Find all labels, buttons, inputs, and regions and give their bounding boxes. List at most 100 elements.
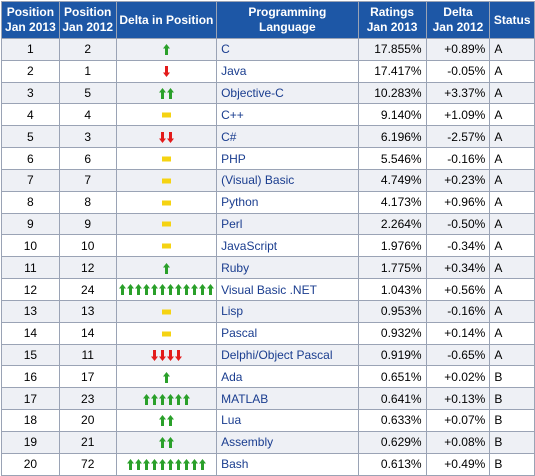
trend-indicator — [158, 127, 174, 147]
language-link[interactable]: Delphi/Object Pascal — [221, 348, 333, 362]
language-cell[interactable]: Lisp — [216, 299, 359, 323]
delta-cell: -2.57% — [425, 125, 491, 149]
green-up-arrow-icon — [118, 284, 126, 296]
language-link[interactable]: Java — [221, 64, 247, 79]
green-up-arrow-icon — [206, 284, 214, 296]
language-link[interactable]: Lisp — [221, 304, 244, 319]
green-up-arrow-icon — [150, 284, 158, 296]
trend-indicator — [161, 214, 171, 234]
header-delta[interactable]: Delta Jan 2012 — [425, 1, 491, 39]
position-2013-cell: 6 — [1, 147, 60, 170]
language-link[interactable]: (Visual) Basic — [221, 173, 295, 188]
green-up-arrow-icon — [166, 459, 174, 471]
language-cell[interactable]: PHP — [216, 147, 359, 170]
language-link[interactable]: C# — [221, 129, 237, 144]
trend-indicator — [161, 193, 171, 213]
rating-cell: 0.641% — [357, 387, 427, 411]
language-cell[interactable]: MATLAB — [216, 387, 359, 411]
language-link[interactable]: Python — [221, 195, 259, 210]
green-up-arrow-icon — [142, 284, 150, 296]
header-position-2013[interactable]: Position Jan 2013 — [1, 1, 60, 39]
status-cell: A — [489, 38, 535, 61]
green-up-arrow-icon — [150, 393, 158, 405]
position-2013-cell: 4 — [1, 103, 60, 127]
language-link[interactable]: PHP — [221, 151, 246, 166]
delta-cell: +0.34% — [425, 256, 491, 280]
delta-cell: -0.65% — [425, 343, 491, 367]
green-up-arrow-icon — [158, 284, 166, 296]
delta-position-cell — [115, 321, 218, 345]
rating-cell: 6.196% — [357, 125, 427, 149]
trend-indicator — [162, 258, 170, 278]
position-2013-cell: 11 — [1, 256, 60, 280]
header-delta-position[interactable]: Delta in Position — [115, 1, 218, 39]
trend-indicator — [118, 280, 214, 300]
position-2013-cell: 3 — [1, 81, 60, 105]
position-2013-cell: 9 — [1, 212, 60, 236]
language-cell[interactable]: C++ — [216, 103, 359, 127]
delta-cell: +3.37% — [425, 81, 491, 105]
delta-position-cell — [115, 103, 218, 127]
language-cell[interactable]: C# — [216, 125, 359, 149]
language-link[interactable]: MATLAB — [221, 391, 269, 406]
language-cell[interactable]: Delphi/Object Pascal — [216, 343, 359, 367]
language-link[interactable]: Visual Basic .NET — [221, 282, 317, 297]
table-row: 15 11 Delphi/Object Pascal 0.919% -0.65% A — [1, 343, 535, 367]
language-cell[interactable]: Perl — [216, 212, 359, 236]
delta-cell: +0.02% — [425, 365, 491, 389]
language-link[interactable]: C++ — [221, 107, 244, 122]
header-status[interactable]: Status — [489, 1, 535, 39]
trend-indicator — [161, 324, 171, 344]
position-2013-cell: 1 — [1, 38, 60, 61]
language-cell[interactable]: Ruby — [216, 256, 359, 280]
delta-position-cell — [115, 343, 218, 367]
trend-indicator — [142, 389, 190, 409]
green-up-arrow-icon — [142, 459, 150, 471]
language-cell[interactable]: Bash — [216, 452, 359, 476]
language-link[interactable]: Lua — [221, 413, 242, 428]
language-link[interactable]: Ruby — [221, 260, 250, 275]
delta-cell: +0.96% — [425, 190, 491, 214]
language-cell[interactable]: Assembly — [216, 430, 359, 454]
language-link[interactable]: JavaScript — [221, 238, 278, 253]
language-link[interactable]: Objective-C — [221, 86, 284, 101]
header-label: Jan 2013 — [366, 20, 418, 34]
table-row: 13 13 Lisp 0.953% -0.16% A — [1, 299, 535, 323]
delta-position-cell — [115, 452, 218, 476]
header-language[interactable]: Programming Language — [216, 1, 359, 39]
rating-cell: 5.546% — [357, 147, 427, 170]
language-cell[interactable]: (Visual) Basic — [216, 168, 359, 192]
language-cell[interactable]: C — [216, 38, 359, 61]
language-cell[interactable]: Objective-C — [216, 81, 359, 105]
language-cell[interactable]: Visual Basic .NET — [216, 278, 359, 301]
position-2012-cell: 6 — [58, 147, 117, 170]
language-cell[interactable]: Python — [216, 190, 359, 214]
green-up-arrow-icon — [174, 393, 182, 405]
header-ratings[interactable]: Ratings Jan 2013 — [357, 1, 427, 39]
status-cell: A — [489, 212, 535, 236]
green-up-arrow-icon — [126, 284, 134, 296]
language-link[interactable]: Assembly — [221, 435, 274, 450]
language-cell[interactable]: Java — [216, 59, 359, 83]
yellow-equal-icon — [161, 112, 171, 118]
language-cell[interactable]: Ada — [216, 365, 359, 389]
header-label: Jan 2012 — [62, 20, 114, 34]
language-cell[interactable]: JavaScript — [216, 234, 359, 258]
header-position-2012[interactable]: Position Jan 2012 — [58, 1, 117, 39]
language-link[interactable]: Perl — [221, 217, 243, 232]
language-link[interactable]: Ada — [221, 369, 243, 384]
position-2012-cell: 11 — [58, 343, 117, 367]
language-link[interactable]: Bash — [221, 457, 249, 472]
delta-position-cell — [115, 59, 218, 83]
green-up-arrow-icon — [150, 459, 158, 471]
language-link[interactable]: C — [221, 42, 230, 57]
language-cell[interactable]: Pascal — [216, 321, 359, 345]
language-cell[interactable]: Lua — [216, 409, 359, 432]
header-label: Delta — [443, 5, 473, 19]
language-link[interactable]: Pascal — [221, 326, 258, 341]
table-row: 4 4 C++ 9.140% +1.09% A — [1, 103, 535, 127]
delta-position-cell — [115, 125, 218, 149]
status-cell: A — [489, 234, 535, 258]
green-up-arrow-icon — [158, 415, 166, 427]
